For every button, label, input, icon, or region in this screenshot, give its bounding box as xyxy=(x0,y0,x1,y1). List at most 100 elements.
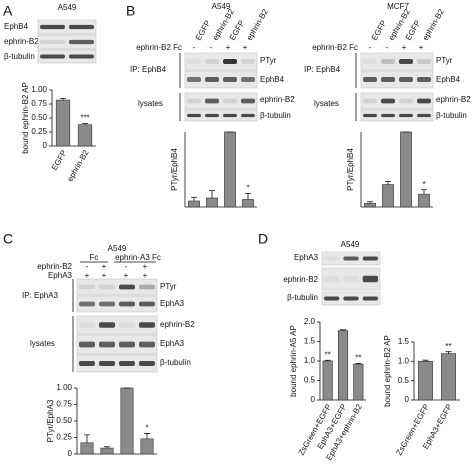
lane-label: ephrin-B2 xyxy=(245,7,270,42)
sign: + xyxy=(102,271,107,280)
row-label: β-tubulin xyxy=(287,293,318,302)
error-bar xyxy=(60,98,66,101)
row-label: EphA3 xyxy=(48,271,73,280)
bar xyxy=(353,363,364,401)
blot-band xyxy=(241,58,255,65)
row-label: ephrin-B2 xyxy=(436,95,471,104)
y-tick-label: 0 xyxy=(68,449,73,458)
bar xyxy=(224,131,236,208)
bar xyxy=(100,447,114,455)
panel-label: C xyxy=(3,231,13,247)
lane-label: ephrin-B2 xyxy=(421,7,446,42)
blot-band xyxy=(99,301,115,307)
row-label: EphB4 xyxy=(4,22,29,31)
blot-band xyxy=(205,58,219,65)
blot-strip xyxy=(76,354,158,373)
blot-band xyxy=(139,284,155,290)
y-axis-label: bound ephrin-A5 AP xyxy=(289,325,298,397)
y-tick-label: 0.75 xyxy=(56,400,72,409)
blot-band xyxy=(187,58,201,65)
blot-strip xyxy=(184,70,258,89)
blot-strip xyxy=(184,109,258,122)
blot-band xyxy=(139,301,155,307)
bar xyxy=(382,184,394,208)
sign: + xyxy=(419,43,424,52)
error-bar xyxy=(191,196,197,201)
blot-band xyxy=(381,98,395,104)
blot-strip xyxy=(76,315,158,335)
blot-band xyxy=(241,113,255,118)
error-bar xyxy=(340,329,346,331)
blot-band xyxy=(343,256,359,261)
blot-band xyxy=(343,296,359,301)
significance: ** xyxy=(355,353,361,362)
blot-band xyxy=(205,98,219,104)
blot-strip xyxy=(76,278,158,296)
blot-strip xyxy=(360,109,434,122)
blot-band xyxy=(399,113,413,118)
sign: + xyxy=(143,262,148,271)
row-label: EphA3 xyxy=(294,253,319,262)
y-tick-label: 1.5 xyxy=(398,337,410,346)
blot-strip xyxy=(184,52,258,71)
bar xyxy=(418,193,430,208)
row-label: EphA3 xyxy=(160,339,185,348)
blot-strip xyxy=(37,34,97,50)
sign: + xyxy=(85,271,90,280)
blot-band xyxy=(187,98,201,104)
blot-band xyxy=(99,322,115,328)
bar xyxy=(400,131,412,208)
sign: - xyxy=(125,262,128,271)
error-bar xyxy=(422,359,429,362)
treatment-label: ephrin-B2 Fc xyxy=(136,43,182,52)
bar xyxy=(77,124,93,147)
bar xyxy=(441,353,456,401)
lysates-label: lysates xyxy=(314,99,339,108)
bar xyxy=(364,202,376,208)
bar xyxy=(242,199,254,208)
error-bar xyxy=(445,351,452,354)
y-tick-label: 1.00 xyxy=(31,85,47,94)
cell-line: MCF7 xyxy=(387,2,409,11)
blot-strip xyxy=(37,19,97,35)
significance: * xyxy=(246,184,249,193)
y-tick-label: 0.25 xyxy=(31,127,47,136)
blot-band xyxy=(417,76,431,83)
blot-band xyxy=(69,39,94,45)
bar xyxy=(55,99,71,147)
blot-strip xyxy=(360,92,434,110)
y-tick-label: 1.5 xyxy=(304,337,316,346)
blot-band xyxy=(399,98,413,104)
row-label: EphB4 xyxy=(260,75,285,84)
blot-band xyxy=(69,54,94,59)
blot-band xyxy=(363,113,377,118)
blot-band xyxy=(381,113,395,118)
significance: ** xyxy=(325,350,331,359)
blot-strip xyxy=(76,295,158,313)
y-tick-label: 1.0 xyxy=(398,356,410,365)
blot-band xyxy=(139,360,155,367)
blot-band xyxy=(324,275,340,283)
ip-label: IP: EphB4 xyxy=(130,65,167,74)
blot-band xyxy=(119,284,135,290)
blot-band xyxy=(69,24,94,30)
y-tick-label: 0.25 xyxy=(56,433,72,442)
blot-band xyxy=(223,58,237,65)
x-tick-label: EGFP xyxy=(50,149,69,172)
blot-band xyxy=(40,39,65,45)
panel-label: D xyxy=(258,231,268,247)
bar xyxy=(418,361,433,401)
panel-label: A xyxy=(3,3,13,19)
lane-label: EGFP xyxy=(228,19,247,42)
error-bar xyxy=(367,201,373,204)
lane-label: EGFP xyxy=(404,19,423,42)
sign: + xyxy=(402,43,407,52)
error-bar xyxy=(104,446,110,449)
blot-strip xyxy=(321,267,381,291)
group-label: ephrin-A3 Fc xyxy=(115,253,161,262)
blot-strip xyxy=(76,334,158,355)
row-label: EphA3 xyxy=(160,299,185,308)
blot-band xyxy=(362,256,378,261)
error-bar xyxy=(144,433,150,439)
blot-band xyxy=(79,301,95,307)
